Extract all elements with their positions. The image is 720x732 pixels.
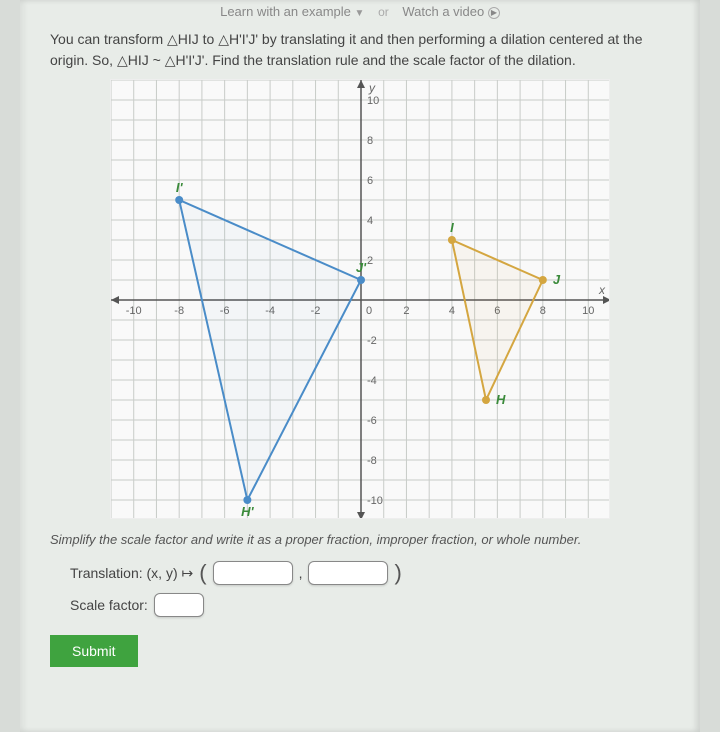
svg-text:J: J — [553, 272, 561, 287]
coordinate-grid-chart: -10-8-6-4-20246810-10-8-6-4-2246810xyHIJ… — [110, 79, 610, 519]
translation-label: Translation: (x, y) ↦ — [70, 565, 193, 582]
svg-text:8: 8 — [367, 135, 373, 147]
open-paren: ( — [199, 563, 206, 583]
scale-factor-input[interactable] — [154, 593, 204, 617]
top-help-bar: Learn with an example ▼ or Watch a video… — [50, 0, 670, 29]
translation-row: Translation: (x, y) ↦ ( , ) — [50, 561, 670, 585]
translation-x-input[interactable] — [213, 561, 293, 585]
translation-y-input[interactable] — [308, 561, 388, 585]
svg-text:-4: -4 — [367, 375, 377, 387]
svg-text:2: 2 — [403, 305, 409, 317]
svg-text:10: 10 — [582, 305, 594, 317]
svg-text:H': H' — [241, 504, 254, 519]
scale-factor-row: Scale factor: — [50, 593, 670, 617]
comma: , — [299, 565, 303, 581]
svg-text:-2: -2 — [367, 335, 377, 347]
svg-text:0: 0 — [366, 305, 372, 317]
svg-text:8: 8 — [540, 305, 546, 317]
close-paren: ) — [394, 563, 401, 583]
learn-example-link[interactable]: Learn with an example ▼ — [220, 4, 364, 19]
svg-text:x: x — [598, 283, 606, 297]
svg-text:I: I — [450, 220, 454, 235]
svg-text:-10: -10 — [126, 305, 142, 317]
svg-text:-8: -8 — [174, 305, 184, 317]
svg-text:2: 2 — [367, 255, 373, 267]
svg-text:10: 10 — [367, 95, 379, 107]
scale-factor-label: Scale factor: — [70, 597, 148, 613]
chevron-down-icon: ▼ — [355, 8, 365, 19]
svg-text:-6: -6 — [367, 415, 377, 427]
svg-text:6: 6 — [367, 175, 373, 187]
submit-button[interactable]: Submit — [50, 635, 138, 667]
question-text: You can transform △HIJ to △H'I'J' by tra… — [50, 29, 670, 71]
svg-text:-10: -10 — [367, 495, 383, 507]
instruction-text: Simplify the scale factor and write it a… — [50, 532, 670, 547]
play-icon: ▶ — [488, 7, 500, 19]
svg-text:H: H — [496, 392, 506, 407]
svg-text:4: 4 — [367, 215, 373, 227]
svg-text:-8: -8 — [367, 455, 377, 467]
svg-text:J': J' — [356, 260, 367, 275]
separator: or — [378, 5, 389, 19]
watch-video-link[interactable]: Watch a video ▶ — [402, 4, 500, 19]
svg-text:4: 4 — [449, 305, 455, 317]
svg-text:y: y — [368, 81, 376, 95]
svg-text:I': I' — [176, 180, 184, 195]
